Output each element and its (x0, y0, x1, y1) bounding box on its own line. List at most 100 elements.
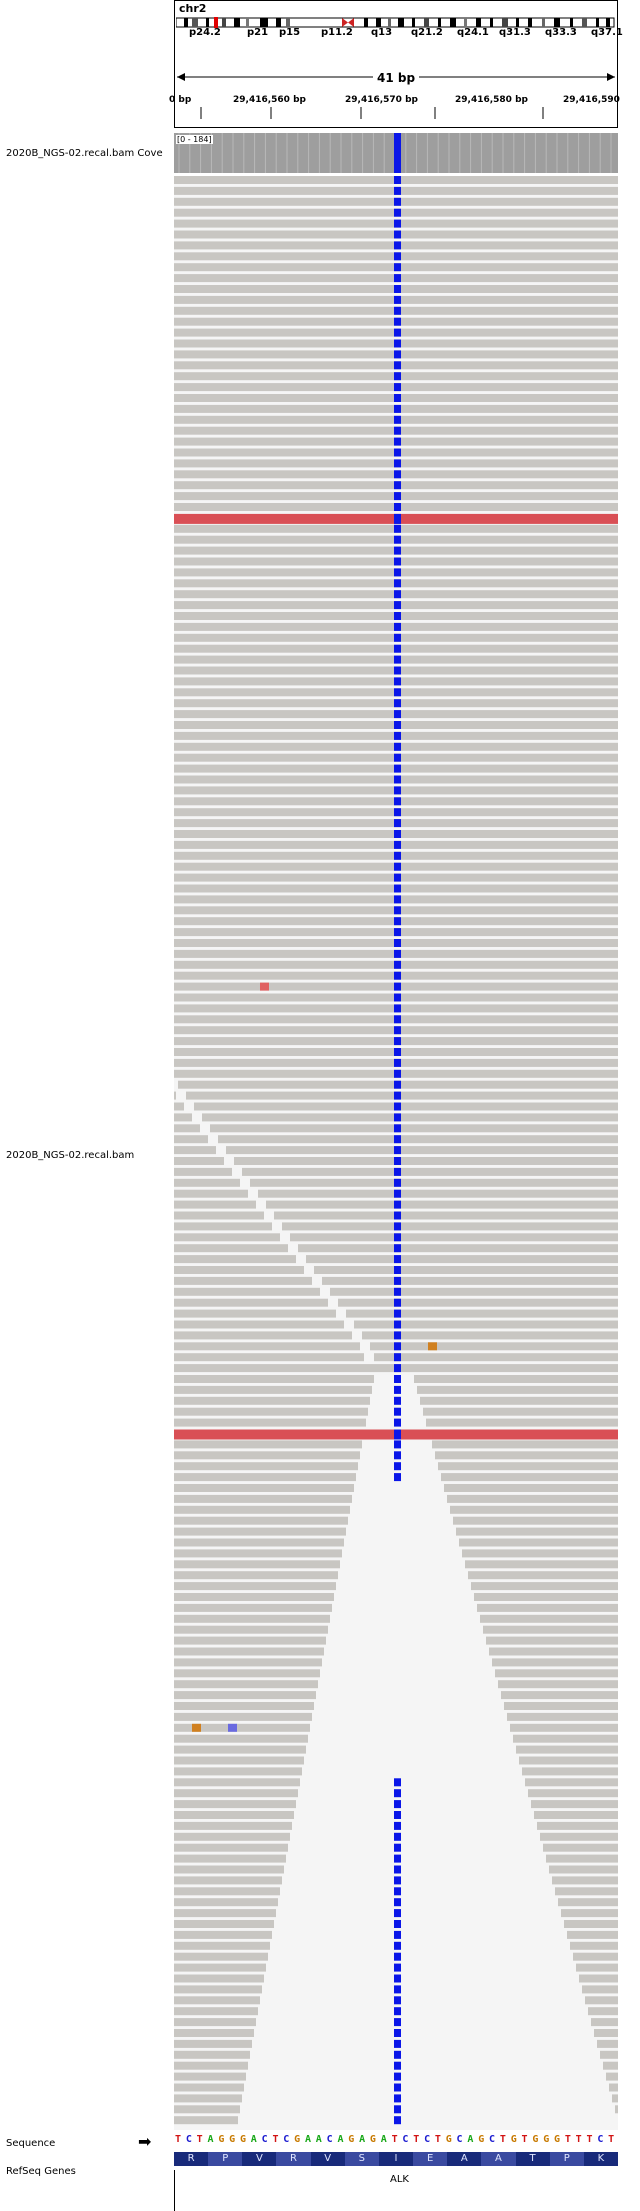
read (531, 1800, 618, 1809)
sequence-base: C (424, 2134, 431, 2145)
read (370, 1342, 618, 1351)
read (174, 1135, 208, 1144)
read (546, 1854, 618, 1863)
read (426, 1418, 618, 1427)
variant-base (394, 1058, 401, 1067)
variant-base (394, 1385, 401, 1394)
read (174, 1244, 288, 1253)
read (513, 1734, 618, 1743)
sequence-base: A (467, 2134, 474, 2145)
read (471, 1582, 618, 1591)
variant-base (394, 1189, 401, 1198)
variant-base (394, 470, 401, 479)
variant-base (394, 2094, 401, 2103)
variant-base (394, 644, 401, 653)
read (450, 1505, 618, 1514)
variant-base (394, 1407, 401, 1416)
read (510, 1723, 618, 1732)
variant-base (394, 1909, 401, 1918)
variant-base (394, 1200, 401, 1209)
variant-base (394, 295, 401, 304)
variant-base (394, 721, 401, 729)
read (174, 1985, 262, 1994)
variant-base (394, 622, 401, 631)
read (322, 1276, 618, 1285)
read (174, 1298, 328, 1307)
sequence-base: C (283, 2134, 290, 2145)
variant-base (394, 753, 401, 762)
read (250, 1178, 618, 1187)
read (174, 1571, 338, 1580)
read (242, 1167, 618, 1176)
gene-name[interactable]: ALK (390, 2174, 409, 2185)
variant-base (394, 797, 401, 806)
band-label: q13 (371, 27, 393, 38)
variant-base (394, 1473, 401, 1482)
sequence-base: A (380, 2134, 387, 2145)
variant-base (394, 1244, 401, 1253)
variant-base (394, 1135, 401, 1144)
alignment-track[interactable] (174, 176, 618, 2130)
variant-base (394, 1375, 401, 1383)
variant-base (394, 1309, 401, 1318)
variant-base (394, 808, 401, 817)
variant-base (394, 394, 401, 402)
read (174, 1680, 318, 1689)
variant-base (394, 1963, 401, 1972)
read (174, 1462, 358, 1471)
variant-base (394, 1887, 401, 1896)
alignment-track-label[interactable]: 2020B_NGS-02.recal.bam (6, 1150, 135, 1161)
aligned-reads[interactable] (174, 176, 618, 2130)
read (174, 1887, 280, 1896)
variant-base (394, 1276, 401, 1285)
sequence-base: C (185, 2134, 192, 2145)
variant-base (394, 851, 401, 860)
read (480, 1614, 618, 1623)
ideogram-panel[interactable]: chr2 p24.2 p21 p15 p1 (169, 0, 623, 128)
variant-base (394, 1102, 401, 1111)
sequence-base: T (575, 2134, 582, 2145)
read (174, 1505, 350, 1514)
read (459, 1538, 618, 1547)
read (420, 1396, 618, 1405)
read (174, 1582, 336, 1591)
variant-base (394, 1353, 401, 1362)
read (314, 1266, 618, 1274)
read (564, 1920, 618, 1928)
variant-base (394, 1037, 401, 1046)
variant-base (394, 612, 401, 620)
refseq-track-label[interactable]: RefSeq Genes (6, 2166, 76, 2177)
read (234, 1157, 618, 1165)
variant-base (394, 939, 401, 947)
sequence-base: T (391, 2134, 398, 2145)
read (174, 2050, 250, 2059)
sequence-base: C (326, 2134, 333, 2145)
read (174, 1865, 284, 1874)
read (174, 1614, 330, 1623)
variant-base (394, 524, 401, 533)
variant-base (394, 1211, 401, 1220)
read (174, 1484, 354, 1492)
read (174, 1625, 328, 1634)
read (174, 1189, 248, 1198)
read (174, 1146, 216, 1155)
read (174, 1233, 280, 1242)
amino-acid: V (310, 2152, 345, 2166)
read (600, 2050, 618, 2059)
coverage-track-label[interactable]: 2020B_NGS-02.recal.bam Cove (6, 148, 163, 159)
strand-arrow-icon[interactable]: ➡ (138, 2132, 152, 2151)
read (174, 1157, 224, 1165)
sequence-base: T (499, 2134, 506, 2145)
amino-acid: K (583, 2152, 618, 2166)
read (423, 1407, 618, 1416)
variant-base (394, 426, 401, 435)
variant-base (394, 2039, 401, 2048)
coverage-track[interactable]: [0 - 184] (174, 133, 618, 173)
sequence-track-label[interactable]: Sequence (6, 2138, 56, 2149)
chromosome-ideogram[interactable] (176, 17, 616, 29)
variant-base (394, 1974, 401, 1983)
panel-divider (174, 2170, 175, 2211)
read (174, 1669, 320, 1678)
